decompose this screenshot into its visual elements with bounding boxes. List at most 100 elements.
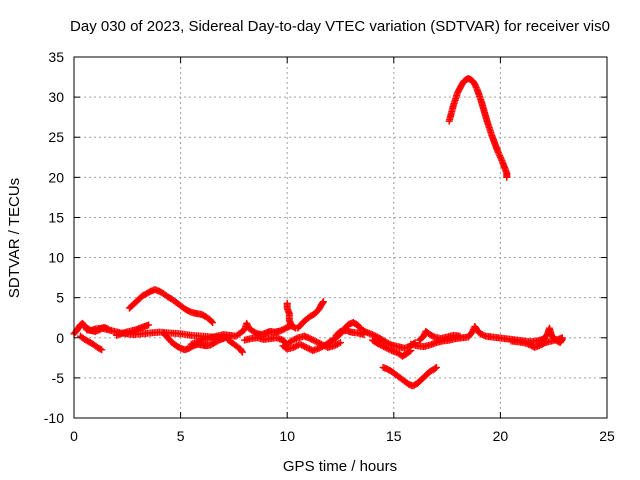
series-arc-2: [76, 332, 106, 354]
data-point: [309, 336, 317, 344]
axis-ticks: 0 5 10 15 20 25 -10 -5 0 5 10 15 20 25 30 35: [44, 49, 615, 444]
data-point: [302, 343, 310, 351]
y-tick-label: 15: [48, 209, 64, 225]
series-arc-4: [125, 286, 217, 327]
data-point: [305, 334, 313, 342]
data-point: [313, 338, 321, 346]
data-points: [70, 75, 566, 390]
series-arc-13: [332, 327, 368, 339]
y-tick-label: -10: [44, 410, 64, 426]
y-tick-label: 10: [48, 250, 64, 266]
data-point: [496, 152, 504, 160]
data-point: [495, 150, 503, 158]
data-point: [384, 345, 392, 353]
y-tick-label: 0: [56, 330, 64, 346]
data-point: [494, 148, 502, 156]
data-point: [289, 336, 297, 344]
data-point: [291, 343, 299, 351]
data-point: [496, 153, 504, 161]
series-arc-14: [368, 336, 415, 360]
series-arc-18: [445, 75, 511, 181]
series-arc-8: [224, 335, 246, 356]
data-point: [335, 339, 343, 347]
series-arc-17: [415, 327, 464, 344]
series-arc-11: [294, 298, 327, 332]
series-arc-3: [83, 323, 112, 335]
data-point: [319, 298, 327, 306]
grid-lines: [74, 57, 607, 418]
data-point: [420, 332, 428, 340]
data-point: [407, 347, 415, 355]
data-point: [311, 337, 319, 345]
data-point: [238, 348, 246, 356]
chart-title: Day 030 of 2023, Sidereal Day-to-day VTE…: [70, 18, 610, 35]
series-arc-5: [113, 321, 153, 339]
data-point: [497, 155, 505, 163]
data-point: [378, 342, 386, 350]
y-axis-label: SDTVAR / TECUs: [6, 178, 23, 298]
x-tick-label: 25: [599, 428, 615, 444]
data-point: [319, 299, 327, 307]
data-point: [432, 363, 440, 371]
data-point: [208, 317, 216, 325]
data-point: [337, 339, 344, 347]
data-point: [145, 321, 153, 329]
data-point: [330, 342, 338, 350]
x-tick-label: 0: [70, 428, 78, 444]
data-point: [96, 345, 104, 353]
plot-frame: [73, 56, 608, 419]
data-point: [431, 364, 439, 372]
data-point: [380, 343, 388, 351]
data-point: [287, 322, 295, 330]
data-point: [315, 344, 323, 352]
data-point: [375, 340, 383, 348]
data-point: [333, 340, 341, 348]
y-tick-label: -5: [52, 370, 65, 386]
data-point: [314, 339, 322, 347]
data-point: [317, 343, 325, 351]
x-axis-label: GPS time / hours: [283, 458, 397, 475]
y-tick-label: 5: [56, 290, 64, 306]
data-point: [290, 343, 298, 351]
data-point: [383, 344, 391, 352]
data-point: [503, 173, 511, 181]
data-point: [291, 335, 299, 343]
y-tick-label: 20: [48, 169, 64, 185]
x-tick-label: 5: [177, 428, 185, 444]
data-point: [298, 341, 306, 349]
data-point: [293, 342, 301, 350]
data-point: [478, 331, 486, 339]
series-arc-19: [507, 334, 566, 351]
data-point: [243, 321, 251, 329]
data-point: [386, 346, 394, 354]
data-point: [376, 341, 384, 349]
y-tick-label: 30: [48, 89, 64, 105]
data-point: [209, 319, 217, 327]
data-point: [306, 345, 314, 353]
data-point: [301, 343, 309, 351]
y-tick-label: 25: [48, 129, 64, 145]
x-tick-label: 20: [493, 428, 509, 444]
series-arc-10: [283, 299, 295, 330]
x-tick-label: 15: [386, 428, 402, 444]
data-point: [471, 80, 479, 88]
y-tick-label: 35: [48, 49, 64, 65]
data-point: [360, 331, 368, 339]
series-arc-15: [379, 363, 440, 390]
data-point: [299, 342, 307, 350]
data-point: [456, 332, 464, 340]
data-point: [477, 330, 485, 338]
data-point: [308, 335, 316, 343]
data-point: [306, 335, 314, 343]
data-point: [287, 337, 295, 345]
x-tick-label: 10: [279, 428, 295, 444]
data-point: [104, 325, 112, 333]
data-point: [472, 82, 480, 90]
data-point: [332, 341, 340, 349]
data-point: [238, 347, 246, 355]
data-point: [296, 340, 304, 348]
data-point: [381, 343, 389, 351]
data-point: [243, 319, 251, 327]
data-point: [480, 331, 488, 339]
